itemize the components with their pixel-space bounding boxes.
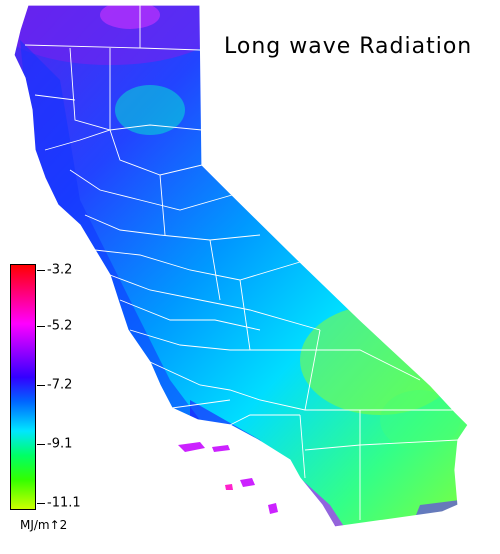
map-title: Long wave Radiation (224, 34, 473, 59)
legend-tick (37, 444, 45, 445)
county-boundaries (24, 5, 459, 520)
legend-tick-label: -11.1 (47, 495, 81, 511)
legend-unit: MJ/m↑2 (20, 518, 68, 532)
channel-islands (178, 442, 278, 514)
legend-tick (37, 326, 45, 327)
legend-tick-label: -7.2 (47, 377, 73, 393)
legend-colorbar (10, 264, 36, 510)
legend-tick (37, 503, 45, 504)
legend-tick (37, 270, 45, 271)
legend-tick (37, 385, 45, 386)
legend-tick-label: -3.2 (47, 262, 73, 278)
legend-tick-label: -9.1 (47, 436, 73, 452)
legend-tick-label: -5.2 (47, 318, 73, 334)
